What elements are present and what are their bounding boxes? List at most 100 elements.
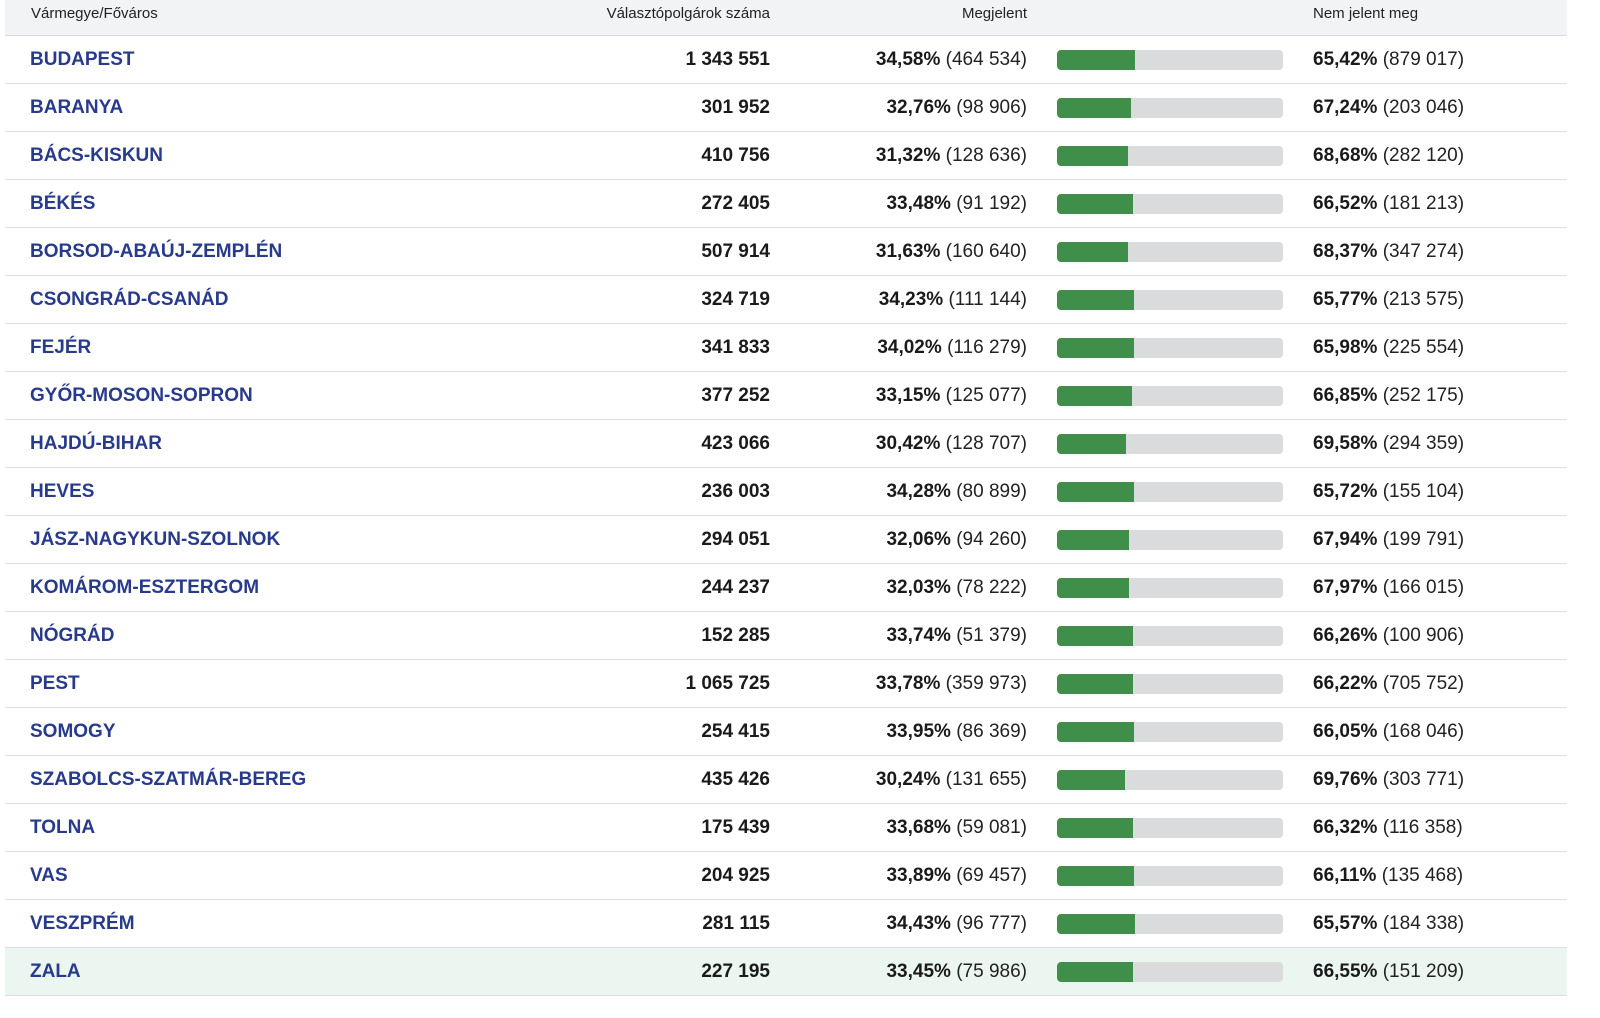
absent-percent: 66,26% — [1313, 625, 1378, 646]
appeared-percent: 33,68% — [886, 817, 951, 838]
table-row: BARANYA 301 952 32,76% (98 906) 67,24% (203… — [5, 84, 1567, 132]
absent-value: 69,76% (303 771) — [1313, 756, 1464, 803]
county-link[interactable]: BARANYA — [30, 97, 124, 118]
voters-value: 281 115 — [702, 913, 770, 934]
turnout-bar-fill — [1057, 290, 1135, 310]
appeared-value: 34,58% (464 534) — [876, 36, 1027, 83]
county-link[interactable]: BÉKÉS — [30, 193, 96, 214]
county-link[interactable]: KOMÁROM-ESZTERGOM — [30, 577, 260, 598]
turnout-bar — [1057, 674, 1283, 694]
turnout-bar-fill — [1057, 242, 1129, 262]
appeared-value: 33,45% (75 986) — [886, 948, 1027, 995]
absent-value: 67,94% (199 791) — [1313, 516, 1464, 563]
appeared-count: (116 279) — [947, 337, 1027, 358]
appeared-percent: 33,78% — [875, 673, 941, 694]
turnout-bar-fill — [1057, 866, 1134, 886]
absent-count: (294 359) — [1382, 433, 1465, 454]
absent-percent: 66,11% — [1313, 865, 1377, 886]
appeared-percent: 33,89% — [886, 865, 951, 886]
appeared-percent: 30,42% — [875, 433, 941, 454]
county-link[interactable]: BÁCS-KISKUN — [30, 145, 163, 166]
appeared-count: (86 369) — [956, 721, 1027, 742]
county-link[interactable]: JÁSZ-NAGYKUN-SZOLNOK — [30, 529, 281, 550]
appeared-count: (98 906) — [956, 97, 1027, 118]
table-row: HAJDÚ-BIHAR 423 066 30,42% (128 707) 69,58%… — [5, 420, 1567, 468]
appeared-count: (125 077) — [945, 385, 1027, 406]
county-link[interactable]: BORSOD-ABAÚJ-ZEMPLÉN — [30, 241, 283, 262]
absent-percent: 65,57% — [1313, 913, 1378, 934]
county-link[interactable]: CSONGRÁD-CSANÁD — [30, 289, 229, 310]
appeared-count: (75 986) — [956, 961, 1027, 982]
appeared-value: 33,78% (359 973) — [876, 660, 1027, 707]
county-link[interactable]: PEST — [30, 673, 80, 694]
absent-value: 66,85% (252 175) — [1313, 372, 1464, 419]
county-link[interactable]: GYŐR-MOSON-SOPRON — [30, 385, 253, 406]
absent-percent: 66,05% — [1313, 721, 1378, 742]
appeared-percent: 34,02% — [877, 337, 942, 358]
absent-value: 65,57% (184 338) — [1313, 900, 1464, 947]
county-link[interactable]: SOMOGY — [30, 721, 116, 742]
county-link[interactable]: ZALA — [30, 961, 81, 982]
voters-value: 254 415 — [701, 721, 770, 742]
absent-count: (213 575) — [1382, 289, 1465, 310]
absent-value: 65,77% (213 575) — [1313, 276, 1464, 323]
county-link[interactable]: BUDAPEST — [30, 49, 135, 70]
turnout-bar-fill — [1057, 674, 1134, 694]
absent-value: 67,97% (166 015) — [1313, 564, 1464, 611]
table-row: TOLNA 175 439 33,68% (59 081) 66,32% (116 3… — [5, 804, 1567, 852]
appeared-count: (51 379) — [956, 625, 1027, 646]
table-row: KOMÁROM-ESZTERGOM 244 237 32,03% (78 222) 6… — [5, 564, 1567, 612]
appeared-count: (80 899) — [956, 481, 1027, 502]
appeared-percent: 33,45% — [886, 961, 951, 982]
table-row: NÓGRÁD 152 285 33,74% (51 379) 66,26% (100 … — [5, 612, 1567, 660]
absent-value: 66,11% (135 468) — [1313, 852, 1463, 899]
header-voters[interactable]: Választópolgárok száma — [606, 5, 770, 22]
voters-value: 1 065 725 — [685, 673, 770, 694]
appeared-count: (96 777) — [956, 913, 1027, 934]
absent-percent: 66,32% — [1313, 817, 1378, 838]
appeared-count: (91 192) — [956, 193, 1027, 214]
absent-count: (203 046) — [1382, 97, 1465, 118]
header-absent[interactable]: Nem jelent meg — [1313, 5, 1419, 22]
table-row: BORSOD-ABAÚJ-ZEMPLÉN 507 914 31,63% (160 6… — [5, 228, 1567, 276]
county-link[interactable]: HAJDÚ-BIHAR — [30, 433, 162, 454]
turnout-bar — [1057, 386, 1283, 406]
absent-percent: 65,77% — [1313, 289, 1378, 310]
county-link[interactable]: FEJÉR — [30, 337, 92, 358]
appeared-percent: 30,24% — [875, 769, 941, 790]
table-row: FEJÉR 341 833 34,02% (116 279) 65,98% (225 … — [5, 324, 1567, 372]
voters-value: 324 719 — [701, 289, 770, 310]
county-link[interactable]: TOLNA — [30, 817, 96, 838]
turnout-bar-fill — [1057, 434, 1126, 454]
appeared-value: 33,74% (51 379) — [886, 612, 1027, 659]
voters-value: 507 914 — [701, 241, 770, 262]
appeared-value: 34,23% (111 144) — [879, 276, 1027, 323]
county-link[interactable]: HEVES — [30, 481, 95, 502]
table-row: JÁSZ-NAGYKUN-SZOLNOK 294 051 32,06% (94 26… — [5, 516, 1567, 564]
appeared-count: (69 457) — [956, 865, 1027, 886]
turnout-bar-fill — [1057, 722, 1134, 742]
county-link[interactable]: VAS — [30, 865, 68, 886]
county-link[interactable]: NÓGRÁD — [30, 625, 115, 646]
header-appeared[interactable]: Megjelent — [961, 5, 1027, 22]
absent-percent: 67,94% — [1313, 529, 1378, 550]
turnout-bar — [1057, 818, 1283, 838]
appeared-percent: 33,15% — [875, 385, 941, 406]
turnout-bar — [1057, 194, 1283, 214]
table-row: BÉKÉS 272 405 33,48% (91 192) 66,52% (181 2… — [5, 180, 1567, 228]
appeared-value: 33,89% (69 457) — [886, 852, 1027, 899]
absent-count: (282 120) — [1382, 145, 1465, 166]
turnout-bar-fill — [1057, 770, 1126, 790]
header-county[interactable]: Vármegye/Főváros — [31, 5, 158, 22]
absent-percent: 66,85% — [1313, 385, 1378, 406]
absent-percent: 65,98% — [1313, 337, 1378, 358]
turnout-table: Vármegye/Főváros Választópolgárok száma … — [5, 0, 1567, 996]
appeared-percent: 34,43% — [886, 913, 951, 934]
appeared-value: 34,02% (116 279) — [877, 324, 1027, 371]
county-link[interactable]: VESZPRÉM — [30, 913, 135, 934]
turnout-bar — [1057, 866, 1283, 886]
appeared-count: (59 081) — [956, 817, 1027, 838]
turnout-bar — [1057, 290, 1283, 310]
turnout-bar-fill — [1057, 194, 1133, 214]
county-link[interactable]: SZABOLCS-SZATMÁR-BEREG — [30, 769, 307, 790]
